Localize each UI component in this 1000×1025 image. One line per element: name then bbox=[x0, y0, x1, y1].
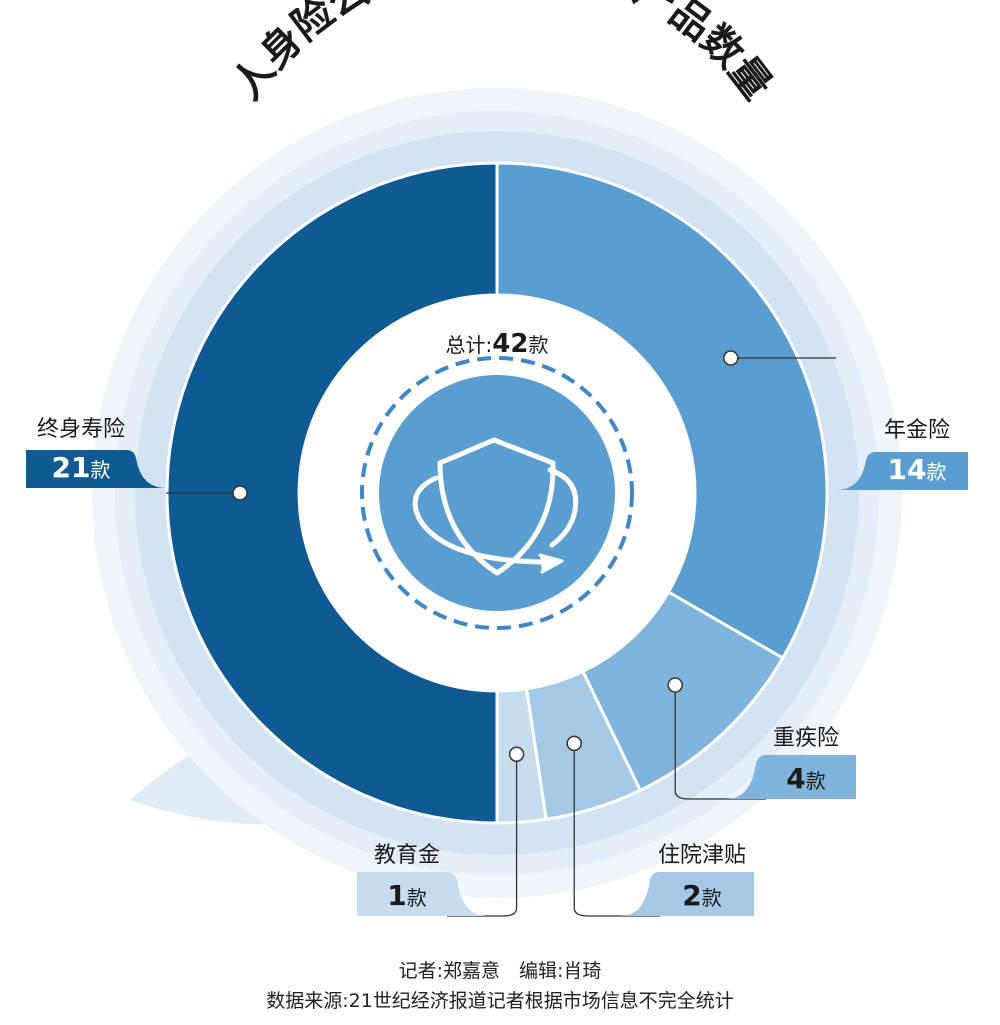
callouts: 14款 年金险 4款 重疾险 2款 住院津贴 1款 教育金 21款 终身寿险 bbox=[26, 350, 968, 917]
value-box-1 bbox=[726, 755, 856, 799]
shield-orbit-icon bbox=[412, 437, 579, 576]
category-label-2: 住院津贴 bbox=[658, 843, 746, 868]
footer-credits: 记者:郑嘉意 编辑:肖琦 bbox=[398, 960, 602, 982]
value-box-0 bbox=[836, 452, 968, 490]
category-label-0: 年金险 bbox=[884, 418, 950, 443]
callout-dot-0 bbox=[723, 350, 739, 366]
data-label-2: 2款 bbox=[682, 879, 721, 912]
data-label-3: 1款 bbox=[387, 879, 426, 912]
data-label-0: 14款 bbox=[888, 453, 947, 486]
value-box-4 bbox=[26, 450, 166, 488]
value-box-3 bbox=[357, 872, 487, 916]
callout-dot-3 bbox=[508, 746, 525, 763]
callout-dot-2 bbox=[566, 735, 582, 752]
data-label-1: 4款 bbox=[786, 762, 825, 795]
callout-line-2 bbox=[573, 743, 660, 917]
callout-dot-1 bbox=[667, 677, 683, 693]
callout-line-3 bbox=[447, 754, 518, 917]
category-label-1: 重疾险 bbox=[773, 726, 839, 751]
category-label-3: 教育金 bbox=[374, 843, 440, 868]
callout-line-1 bbox=[674, 685, 766, 800]
center-area bbox=[299, 295, 695, 691]
center-total-label: 总计:42款 bbox=[446, 329, 549, 359]
category-label-4: 终身寿险 bbox=[37, 417, 125, 442]
footer-source: 数据来源:21世纪经济报道记者根据市场信息不完全统计 bbox=[266, 990, 734, 1012]
data-label-4: 21款 bbox=[52, 451, 111, 484]
callout-dot-4 bbox=[232, 485, 248, 501]
value-box-2 bbox=[620, 872, 754, 916]
